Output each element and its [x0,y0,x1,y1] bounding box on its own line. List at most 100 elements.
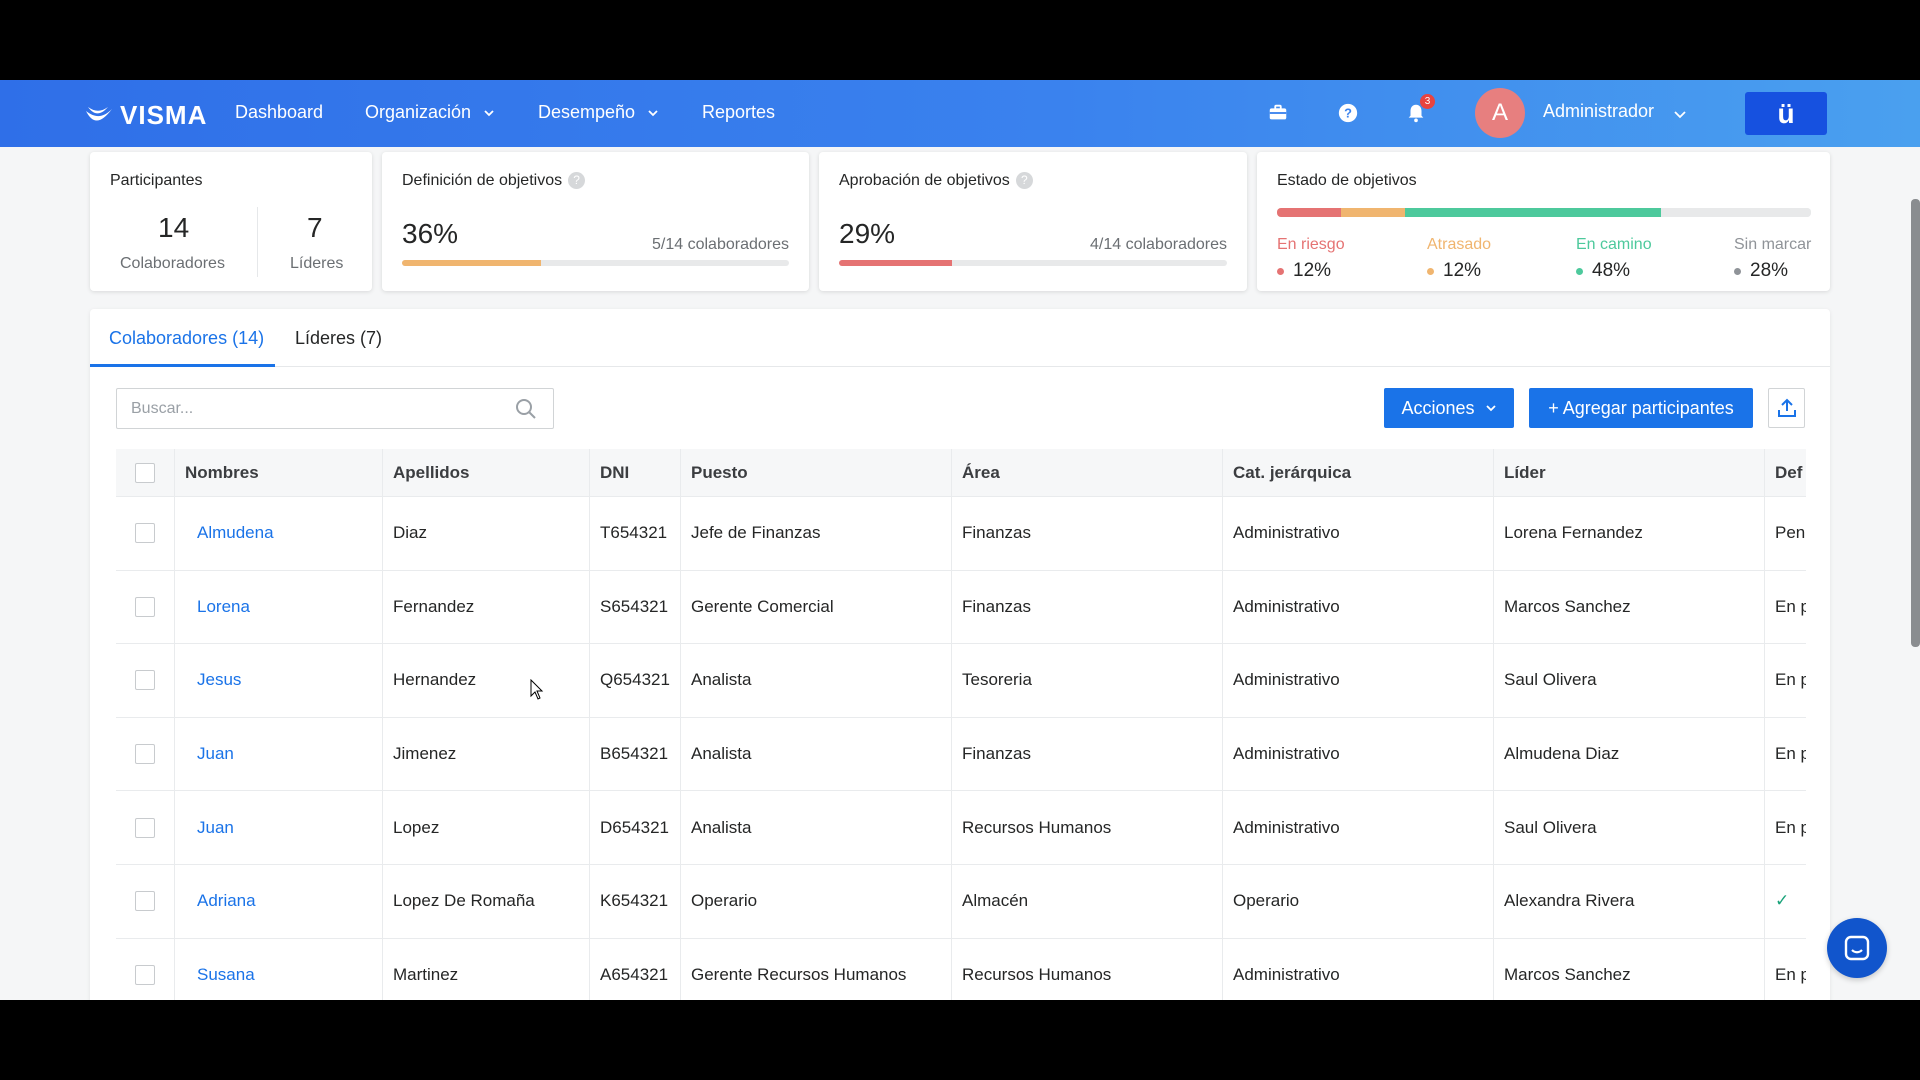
cell-definicion-text: ✓ [1775,891,1790,911]
row-checkbox[interactable] [135,891,155,912]
cell-lider-text: Marcos Sanchez [1504,596,1631,616]
help-icon[interactable]: ? [568,172,586,189]
bell-icon[interactable]: 3 [1403,94,1435,126]
add-participants-button[interactable]: + Agregar participantes [1529,388,1753,428]
cell-puesto: Jefe de Finanzas [681,497,952,570]
cell-dni-text: T654321 [600,523,668,543]
header-nombres[interactable]: Nombres [175,449,383,496]
user-name[interactable]: Administrador [1543,101,1655,121]
tab-colaboradores[interactable]: Colaboradores (14) [109,328,265,348]
header-dni[interactable]: DNI [590,449,681,496]
header-definicion[interactable]: Def [1775,462,1803,482]
search-input[interactable] [117,389,487,428]
row-select-cell [116,938,175,1000]
chat-launcher-button[interactable] [1827,918,1887,978]
estado-segment [1405,208,1662,217]
top-navbar: VISMA Dashboard Organización Desempeño R… [0,80,1920,147]
en-riesgo-value: 12% [1277,260,1331,282]
table-row[interactable]: Almudena Diaz T654321 Jefe de Finanzas Finan… [116,497,1806,571]
search-icon[interactable] [515,398,537,420]
header-puesto[interactable]: Puesto [681,449,952,496]
select-all-checkbox[interactable] [135,462,155,483]
cell-lider: Saul Olivera [1494,644,1765,717]
app-switcher-button[interactable]: ü [1745,92,1827,135]
briefcase-icon[interactable] [1265,100,1291,126]
help-circle-icon[interactable]: ? [1335,100,1361,126]
aprobacion-card: Aprobación de objetivos? 29% 4/14 colabo… [819,152,1247,291]
page-scrollbar[interactable] [1911,199,1920,647]
cell-area: Finanzas [952,717,1223,791]
table-row[interactable]: Juan Jimenez B654321 Analista Finanzas Admini… [116,717,1806,792]
table-row[interactable]: Adriana Lopez De Romaña K654321 Operario Alm… [116,865,1806,939]
definicion-percent: 36% [402,218,459,249]
cell-nombre-text[interactable]: Lorena [197,596,250,616]
row-select-cell [116,570,175,644]
en-camino-value-text: 48% [1592,260,1631,281]
cell-puesto: Operario [681,865,952,938]
logo-swoosh-icon [86,106,112,120]
chat-icon [1844,935,1870,961]
row-checkbox[interactable] [135,817,155,838]
table-row[interactable]: Susana Martinez A654321 Gerente Recursos Hu… [116,938,1806,1000]
acciones-button[interactable]: Acciones [1384,388,1514,428]
cell-cat-jerarquica: Administrativo [1223,497,1494,570]
row-checkbox[interactable] [135,670,155,691]
row-checkbox[interactable] [135,596,155,617]
cell-cat-jerarquica: Operario [1223,865,1494,938]
header-lider[interactable]: Líder [1494,449,1765,496]
nav-desempeno-label: Desempeño [538,102,636,122]
cell-nombre-text[interactable]: Jesus [197,670,242,690]
cell-area: Finanzas [952,570,1223,644]
cell-nombre-text[interactable]: Juan [197,744,234,764]
dot-icon [1427,267,1434,275]
cell-area-text: Tesoreria [962,670,1032,690]
help-icon[interactable]: ? [1015,172,1033,189]
cell-puesto-text: Gerente Comercial [691,596,834,616]
header-cat-jerarquica[interactable]: Cat. jerárquica [1223,449,1494,496]
cell-area-text: Finanzas [962,596,1031,616]
cell-definicion: En p [1765,644,1806,717]
cell-cat-jerarquica: Administrativo [1223,717,1494,791]
cell-nombre-text[interactable]: Adriana [197,891,256,911]
header-apellidos[interactable]: Apellidos [383,449,590,496]
cell-nombre-text[interactable]: Susana [197,964,255,984]
nav-desempeno[interactable]: Desempeño [538,102,659,123]
table-row[interactable]: Juan Lopez D654321 Analista Recursos Humanos… [116,791,1806,865]
cell-nombre-text[interactable]: Juan [197,817,234,837]
cell-cat-jerarquica: Administrativo [1223,938,1494,1000]
row-select-cell [116,717,175,791]
cell-dni: B654321 [590,717,681,791]
cell-lider-text: Alexandra Rivera [1504,891,1635,911]
cell-nombre-text[interactable]: Almudena [197,523,274,543]
cell-lider: Alexandra Rivera [1494,865,1765,938]
chevron-down-icon[interactable] [1673,107,1687,121]
cell-dni: T654321 [590,497,681,570]
cell-area: Finanzas [952,497,1223,570]
cell-definicion-text: En p [1775,744,1806,764]
cell-definicion-text: En p [1775,596,1806,616]
cell-apellido: Lopez [383,791,590,864]
nav-dashboard[interactable]: Dashboard [235,102,323,123]
export-button[interactable] [1768,388,1805,428]
row-checkbox[interactable] [135,964,155,985]
row-checkbox[interactable] [135,523,155,544]
cell-area: Almacén [952,865,1223,938]
table-row[interactable]: Lorena Fernandez S654321 Gerente Comercial F… [116,570,1806,645]
sin-marcar-value-text: 28% [1750,260,1789,281]
cell-area: Recursos Humanos [952,938,1223,1000]
cell-cat-jerarquica-text: Administrativo [1233,817,1340,837]
chevron-down-icon [484,109,494,116]
tab-lideres[interactable]: Líderes (7) [295,328,383,348]
nav-organizacion[interactable]: Organización [365,102,495,123]
row-select-cell [116,497,175,570]
row-checkbox[interactable] [135,744,155,765]
cell-nombre: Adriana [175,865,383,938]
cell-lider: Saul Olivera [1494,791,1765,864]
avatar[interactable]: A [1475,88,1525,138]
nav-reportes[interactable]: Reportes [702,102,775,123]
header-area[interactable]: Área [952,449,1223,496]
table-row[interactable]: Jesus Hernandez Q654321 Analista Tesoreria Ad… [116,644,1806,718]
cell-lider: Marcos Sanchez [1494,570,1765,644]
visma-logo[interactable]: VISMA [84,100,207,131]
cell-apellido: Jimenez [383,717,590,791]
